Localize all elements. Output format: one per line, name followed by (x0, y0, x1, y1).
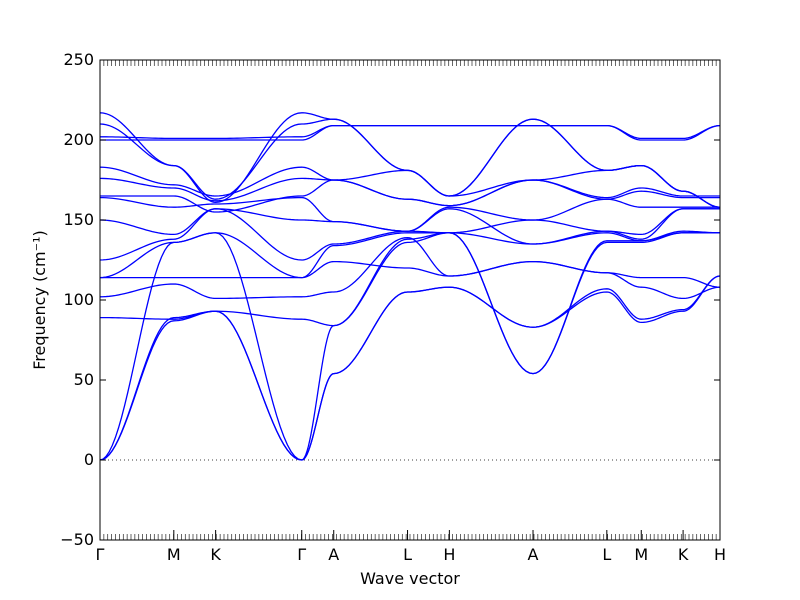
series-lines (99, 112, 721, 461)
x-tick-label: M (634, 545, 648, 564)
plot-border (99, 59, 721, 541)
band-line-2 (99, 275, 721, 461)
band-line-13 (99, 164, 721, 208)
band-line-17 (99, 112, 721, 208)
y-tick-label: 150 (63, 210, 94, 229)
x-tick-label: K (678, 545, 689, 564)
x-tick-label: Γ (297, 545, 306, 564)
x-tick-label: L (602, 545, 611, 564)
axis-ticks: −50 0 50 100 150 200 250 Γ M K Γ A L H A L M K H (60, 50, 726, 564)
y-tick-label: 50 (74, 370, 94, 389)
x-tick-label: H (443, 545, 455, 564)
x-tick-label: H (714, 545, 726, 564)
band-line-11 (100, 179, 720, 213)
y-tick-label: 0 (84, 450, 94, 469)
y-tick-label: 100 (63, 290, 94, 309)
plot-frame (99, 59, 721, 541)
x-tick-label: Γ (96, 545, 105, 564)
x-tick-label: L (403, 545, 412, 564)
y-tick-label: 250 (63, 50, 94, 69)
band-line-15 (99, 124, 721, 140)
x-tick-label: M (167, 545, 181, 564)
x-axis-label: Wave vector (360, 569, 460, 588)
band-line-1 (99, 275, 721, 461)
y-tick-label: −50 (60, 530, 94, 549)
band-line-10 (99, 196, 720, 232)
band-line-6 (100, 260, 721, 288)
band-line-5 (99, 236, 721, 300)
band-line-3 (99, 232, 720, 461)
band-line-4 (99, 232, 720, 375)
x-tick-label: A (528, 545, 539, 564)
band-line-8 (99, 208, 720, 261)
y-tick-label: 200 (63, 130, 94, 149)
x-tick-label: A (328, 545, 339, 564)
y-axis-label: Frequency (cm⁻¹) (30, 230, 49, 369)
x-tick-label: K (210, 545, 221, 564)
band-line-7 (99, 230, 721, 279)
